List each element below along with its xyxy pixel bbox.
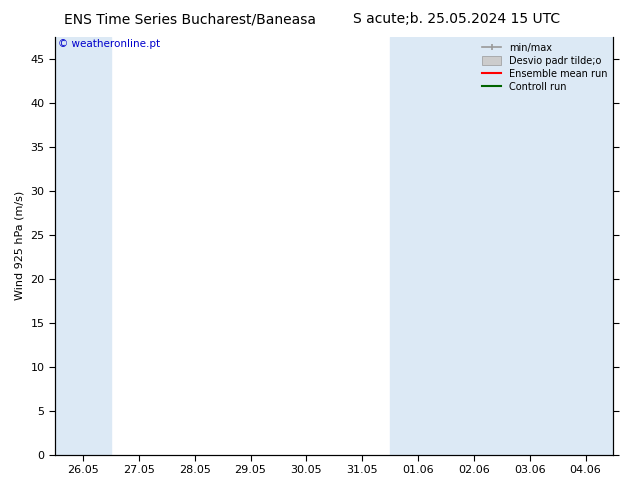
Bar <box>55 37 111 455</box>
Legend: min/max, Desvio padr tilde;o, Ensemble mean run, Controll run: min/max, Desvio padr tilde;o, Ensemble m… <box>478 39 612 96</box>
Bar <box>390 37 501 455</box>
Text: © weatheronline.pt: © weatheronline.pt <box>58 39 160 49</box>
Bar <box>501 37 614 455</box>
Text: ENS Time Series Bucharest/Baneasa: ENS Time Series Bucharest/Baneasa <box>64 12 316 26</box>
Y-axis label: Wind 925 hPa (m/s): Wind 925 hPa (m/s) <box>15 191 25 300</box>
Text: S acute;b. 25.05.2024 15 UTC: S acute;b. 25.05.2024 15 UTC <box>353 12 560 26</box>
